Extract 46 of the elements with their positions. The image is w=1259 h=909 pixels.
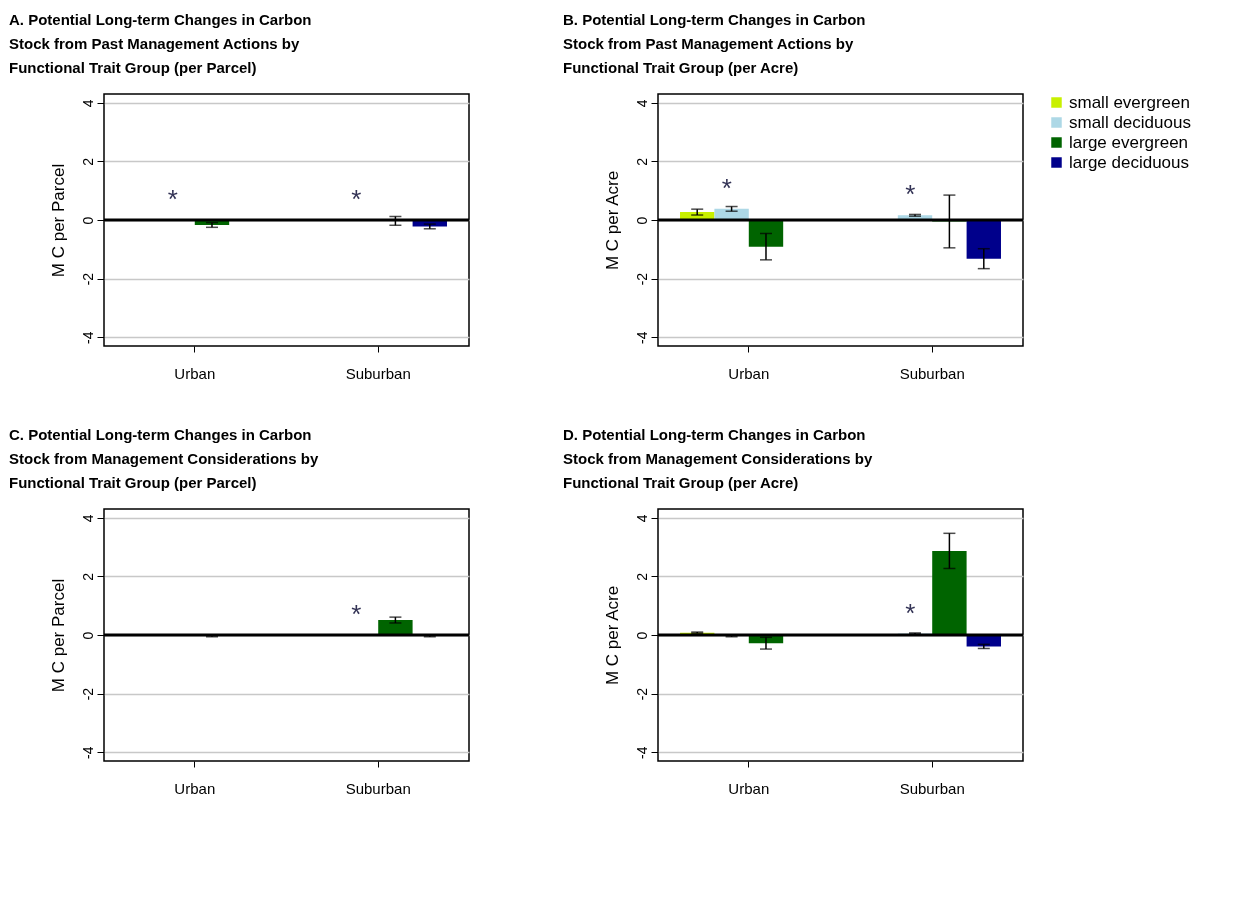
y-tick-label: 2 [633,572,650,581]
x-tick-label: Urban [728,779,770,797]
y-tick-label: 4 [79,99,96,108]
y-tick-label: 4 [79,514,96,523]
y-tick-label: 2 [79,157,96,166]
y-tick-label: 4 [633,99,650,108]
y-tick-label: -4 [79,331,96,344]
y-tick-label: -2 [79,687,96,701]
y-tick-label: -2 [79,272,96,286]
legend-label: large deciduous [1069,152,1190,172]
x-tick-label: Urban [174,779,216,797]
x-tick-label: Suburban [899,779,965,797]
y-tick-label: 4 [633,514,650,523]
y-tick-label: 2 [633,157,650,166]
y-tick-label: -2 [633,272,650,286]
y-axis-title: M C per Acre [602,170,622,271]
y-tick-label: 0 [633,631,650,640]
y-tick-label: -2 [633,687,650,701]
chart-title: B. Potential Long-term Changes in Carbon Stock from Past Management Actions by Functional Trait Group (per Acre) [563,11,866,76]
annotation: * [905,179,916,210]
x-tick-label: Suburban [345,364,411,382]
legend-label: small deciduous [1069,112,1191,132]
y-tick-label: 2 [79,572,96,581]
annotation: * [167,184,178,214]
annotation: * [351,184,362,214]
y-axis-title: M C per Parcel [48,163,68,278]
y-tick-label: -4 [633,331,650,344]
y-tick-label: 0 [79,631,96,640]
legend-label: large evergreen [1069,132,1189,152]
chart-title: A. Potential Long-term Changes in Carbon Stock from Past Management Actions by Functional Trait Group (per Parcel) [9,11,312,76]
y-tick-label: -4 [79,746,96,759]
y-axis-title: M C per Parcel [48,578,68,693]
annotation: * [905,597,916,628]
annotation: * [351,599,362,629]
y-tick-label: -4 [633,746,650,759]
chart-title: C. Potential Long-term Changes in Carbon Stock from Management Considerations by Functional Trait Group (per Parcel) [9,426,319,491]
y-axis-title: M C per Acre [602,585,622,686]
x-tick-label: Suburban [345,779,411,797]
x-tick-label: Urban [174,364,216,382]
chart-title: D. Potential Long-term Changes in Carbon Stock from Management Considerations by Functional Trait Group (per Acre) [563,426,873,491]
y-tick-label: 0 [633,216,650,225]
x-tick-label: Suburban [899,364,965,382]
annotation: * [721,172,732,203]
x-tick-label: Urban [728,364,770,382]
legend-label: small evergreen [1069,92,1190,112]
y-tick-label: 0 [79,216,96,225]
